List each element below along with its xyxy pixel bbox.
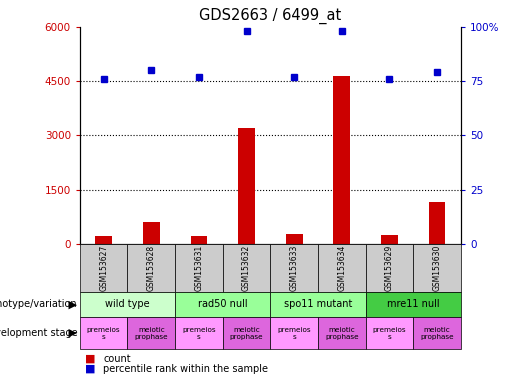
Bar — [222, 317, 270, 349]
Bar — [318, 317, 366, 349]
Bar — [413, 317, 461, 349]
Bar — [270, 317, 318, 349]
Text: GSM153634: GSM153634 — [337, 245, 346, 291]
Text: ▶: ▶ — [65, 328, 77, 338]
Text: GSM153628: GSM153628 — [147, 245, 156, 291]
Text: rad50 null: rad50 null — [198, 299, 248, 310]
Text: meiotic
prophase: meiotic prophase — [325, 327, 358, 339]
Text: meiotic
prophase: meiotic prophase — [134, 327, 168, 339]
Bar — [175, 292, 270, 317]
Text: genotype/variation: genotype/variation — [0, 299, 77, 310]
Text: count: count — [103, 354, 131, 364]
Text: meiotic
prophase: meiotic prophase — [230, 327, 263, 339]
Bar — [270, 292, 366, 317]
Text: wild type: wild type — [105, 299, 150, 310]
Text: GSM153630: GSM153630 — [433, 245, 441, 291]
Bar — [143, 222, 160, 244]
Bar — [95, 236, 112, 244]
Bar — [286, 234, 302, 244]
Bar — [175, 317, 222, 349]
Bar — [366, 292, 461, 317]
Text: premeios
s: premeios s — [278, 327, 311, 339]
Bar — [80, 244, 128, 292]
Bar — [222, 244, 270, 292]
Bar — [128, 244, 175, 292]
Bar — [191, 236, 207, 244]
Bar — [318, 244, 366, 292]
Bar — [366, 317, 413, 349]
Text: GSM153629: GSM153629 — [385, 245, 394, 291]
Bar — [270, 244, 318, 292]
Bar — [128, 317, 175, 349]
Bar — [238, 128, 255, 244]
Bar — [366, 244, 413, 292]
Text: mre11 null: mre11 null — [387, 299, 440, 310]
Text: premeios
s: premeios s — [182, 327, 216, 339]
Text: GSM153631: GSM153631 — [195, 245, 203, 291]
Text: percentile rank within the sample: percentile rank within the sample — [103, 364, 268, 374]
Text: GSM153633: GSM153633 — [290, 245, 299, 291]
Text: GSM153627: GSM153627 — [99, 245, 108, 291]
Text: ▶: ▶ — [65, 299, 77, 310]
Bar — [381, 235, 398, 244]
Text: ■: ■ — [85, 354, 95, 364]
Text: meiotic
prophase: meiotic prophase — [420, 327, 454, 339]
Text: development stage: development stage — [0, 328, 77, 338]
Text: spo11 mutant: spo11 mutant — [284, 299, 352, 310]
Bar — [80, 317, 128, 349]
Bar — [80, 292, 175, 317]
Text: ■: ■ — [85, 364, 95, 374]
Bar — [413, 244, 461, 292]
Text: GSM153632: GSM153632 — [242, 245, 251, 291]
Bar — [334, 76, 350, 244]
Text: premeios
s: premeios s — [87, 327, 121, 339]
Bar — [175, 244, 222, 292]
Bar — [429, 202, 445, 244]
Title: GDS2663 / 6499_at: GDS2663 / 6499_at — [199, 8, 341, 24]
Text: premeios
s: premeios s — [373, 327, 406, 339]
